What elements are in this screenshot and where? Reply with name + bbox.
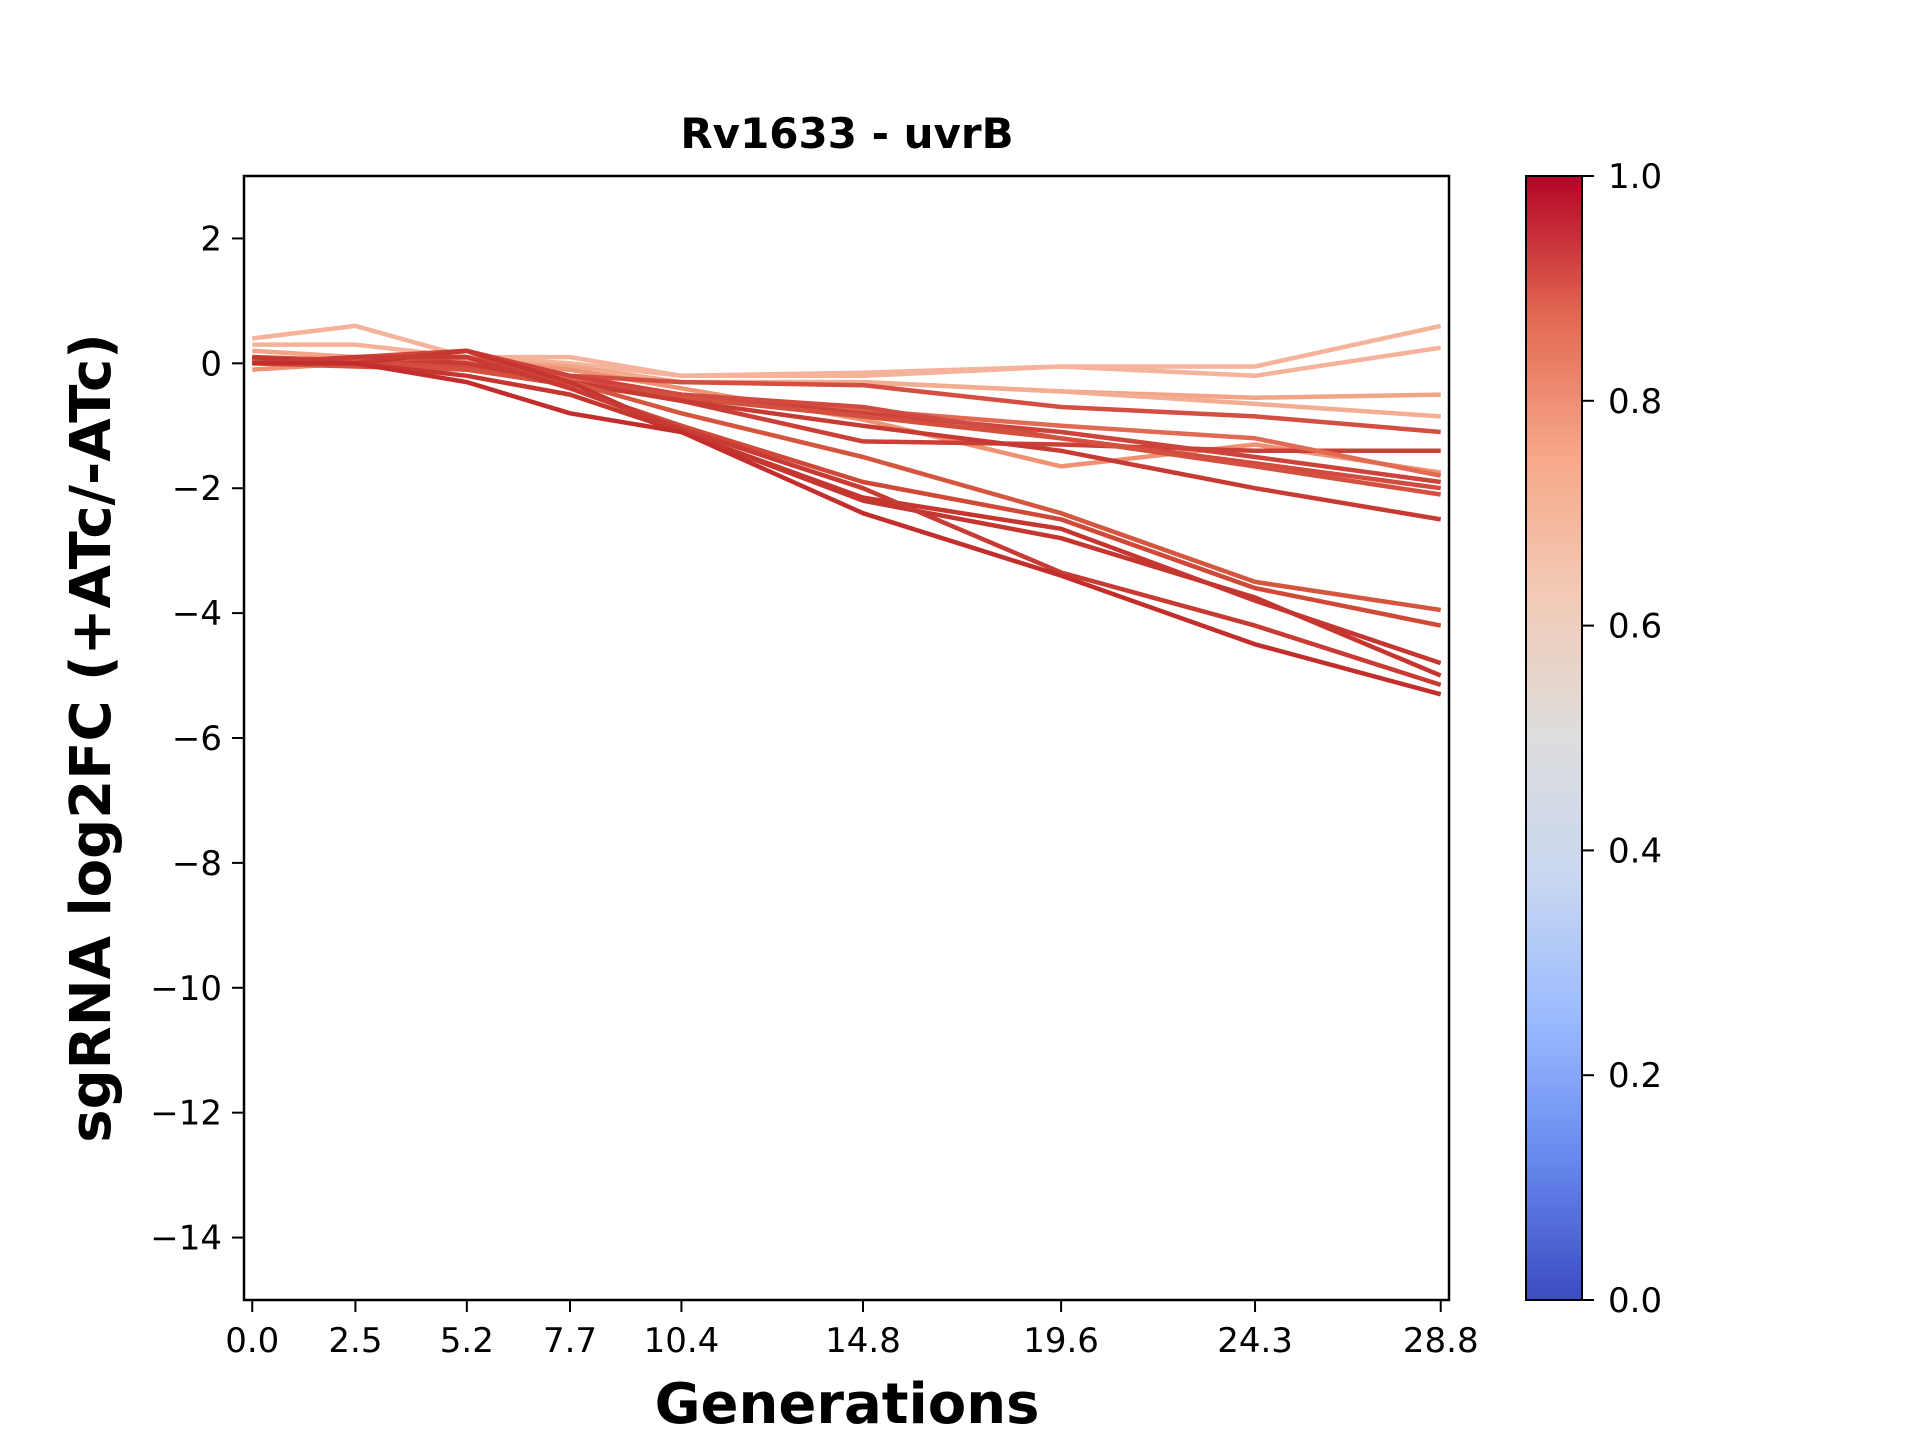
colorbar-tick-label: 0.8 [1608, 382, 1662, 422]
colorbar-tick-label: 0.4 [1608, 831, 1662, 871]
y-tick-label: −6 [172, 719, 222, 759]
x-axis-title: Generations [655, 1372, 1040, 1437]
chart-title: Rv1633 - uvrB [680, 109, 1013, 158]
y-tick-label: −8 [172, 844, 222, 884]
x-tick-label: 5.2 [440, 1321, 494, 1361]
colorbar-ticks: 0.0 0.2 0.4 0.6 0.8 1.0 [1582, 157, 1662, 1321]
x-tick-label: 28.8 [1403, 1321, 1479, 1361]
y-tick-label: −12 [150, 1094, 222, 1134]
y-tick-label: −4 [172, 594, 222, 634]
colorbar-tick-label: 0.2 [1608, 1056, 1662, 1096]
x-tick-label: 7.7 [543, 1321, 597, 1361]
x-tick-label: 0.0 [225, 1321, 279, 1361]
y-tick-label: 2 [200, 219, 222, 259]
colorbar [1525, 175, 1583, 1301]
series-line-17 [252, 354, 1442, 688]
colorbar-tick-label: 0.0 [1608, 1281, 1662, 1321]
lines-layer [252, 323, 1442, 697]
x-tick-label: 2.5 [328, 1321, 382, 1361]
y-tick-label: −14 [150, 1219, 222, 1259]
x-tick-label: 19.6 [1023, 1321, 1099, 1361]
series-line-18 [252, 361, 1442, 697]
y-axis-title: sgRNA log2FC (+ATc/-ATc) [59, 333, 124, 1143]
colorbar-tick-label: 0.6 [1608, 607, 1662, 647]
colorbar-tick-label: 1.0 [1608, 157, 1662, 197]
y-axis: 2 0 −2 −4 −6 −8 −10 −12 −14 [150, 219, 244, 1259]
x-tick-label: 10.4 [644, 1321, 720, 1361]
y-tick-label: −2 [172, 469, 222, 509]
x-tick-label: 24.3 [1217, 1321, 1293, 1361]
y-tick-label: −10 [150, 969, 222, 1009]
series-line-2 [252, 342, 1442, 379]
y-tick-label: 0 [200, 344, 222, 384]
x-tick-label: 14.8 [825, 1321, 901, 1361]
x-axis: 0.0 2.5 5.2 7.7 10.4 14.8 19.6 24.3 28.8 [225, 1300, 1479, 1361]
